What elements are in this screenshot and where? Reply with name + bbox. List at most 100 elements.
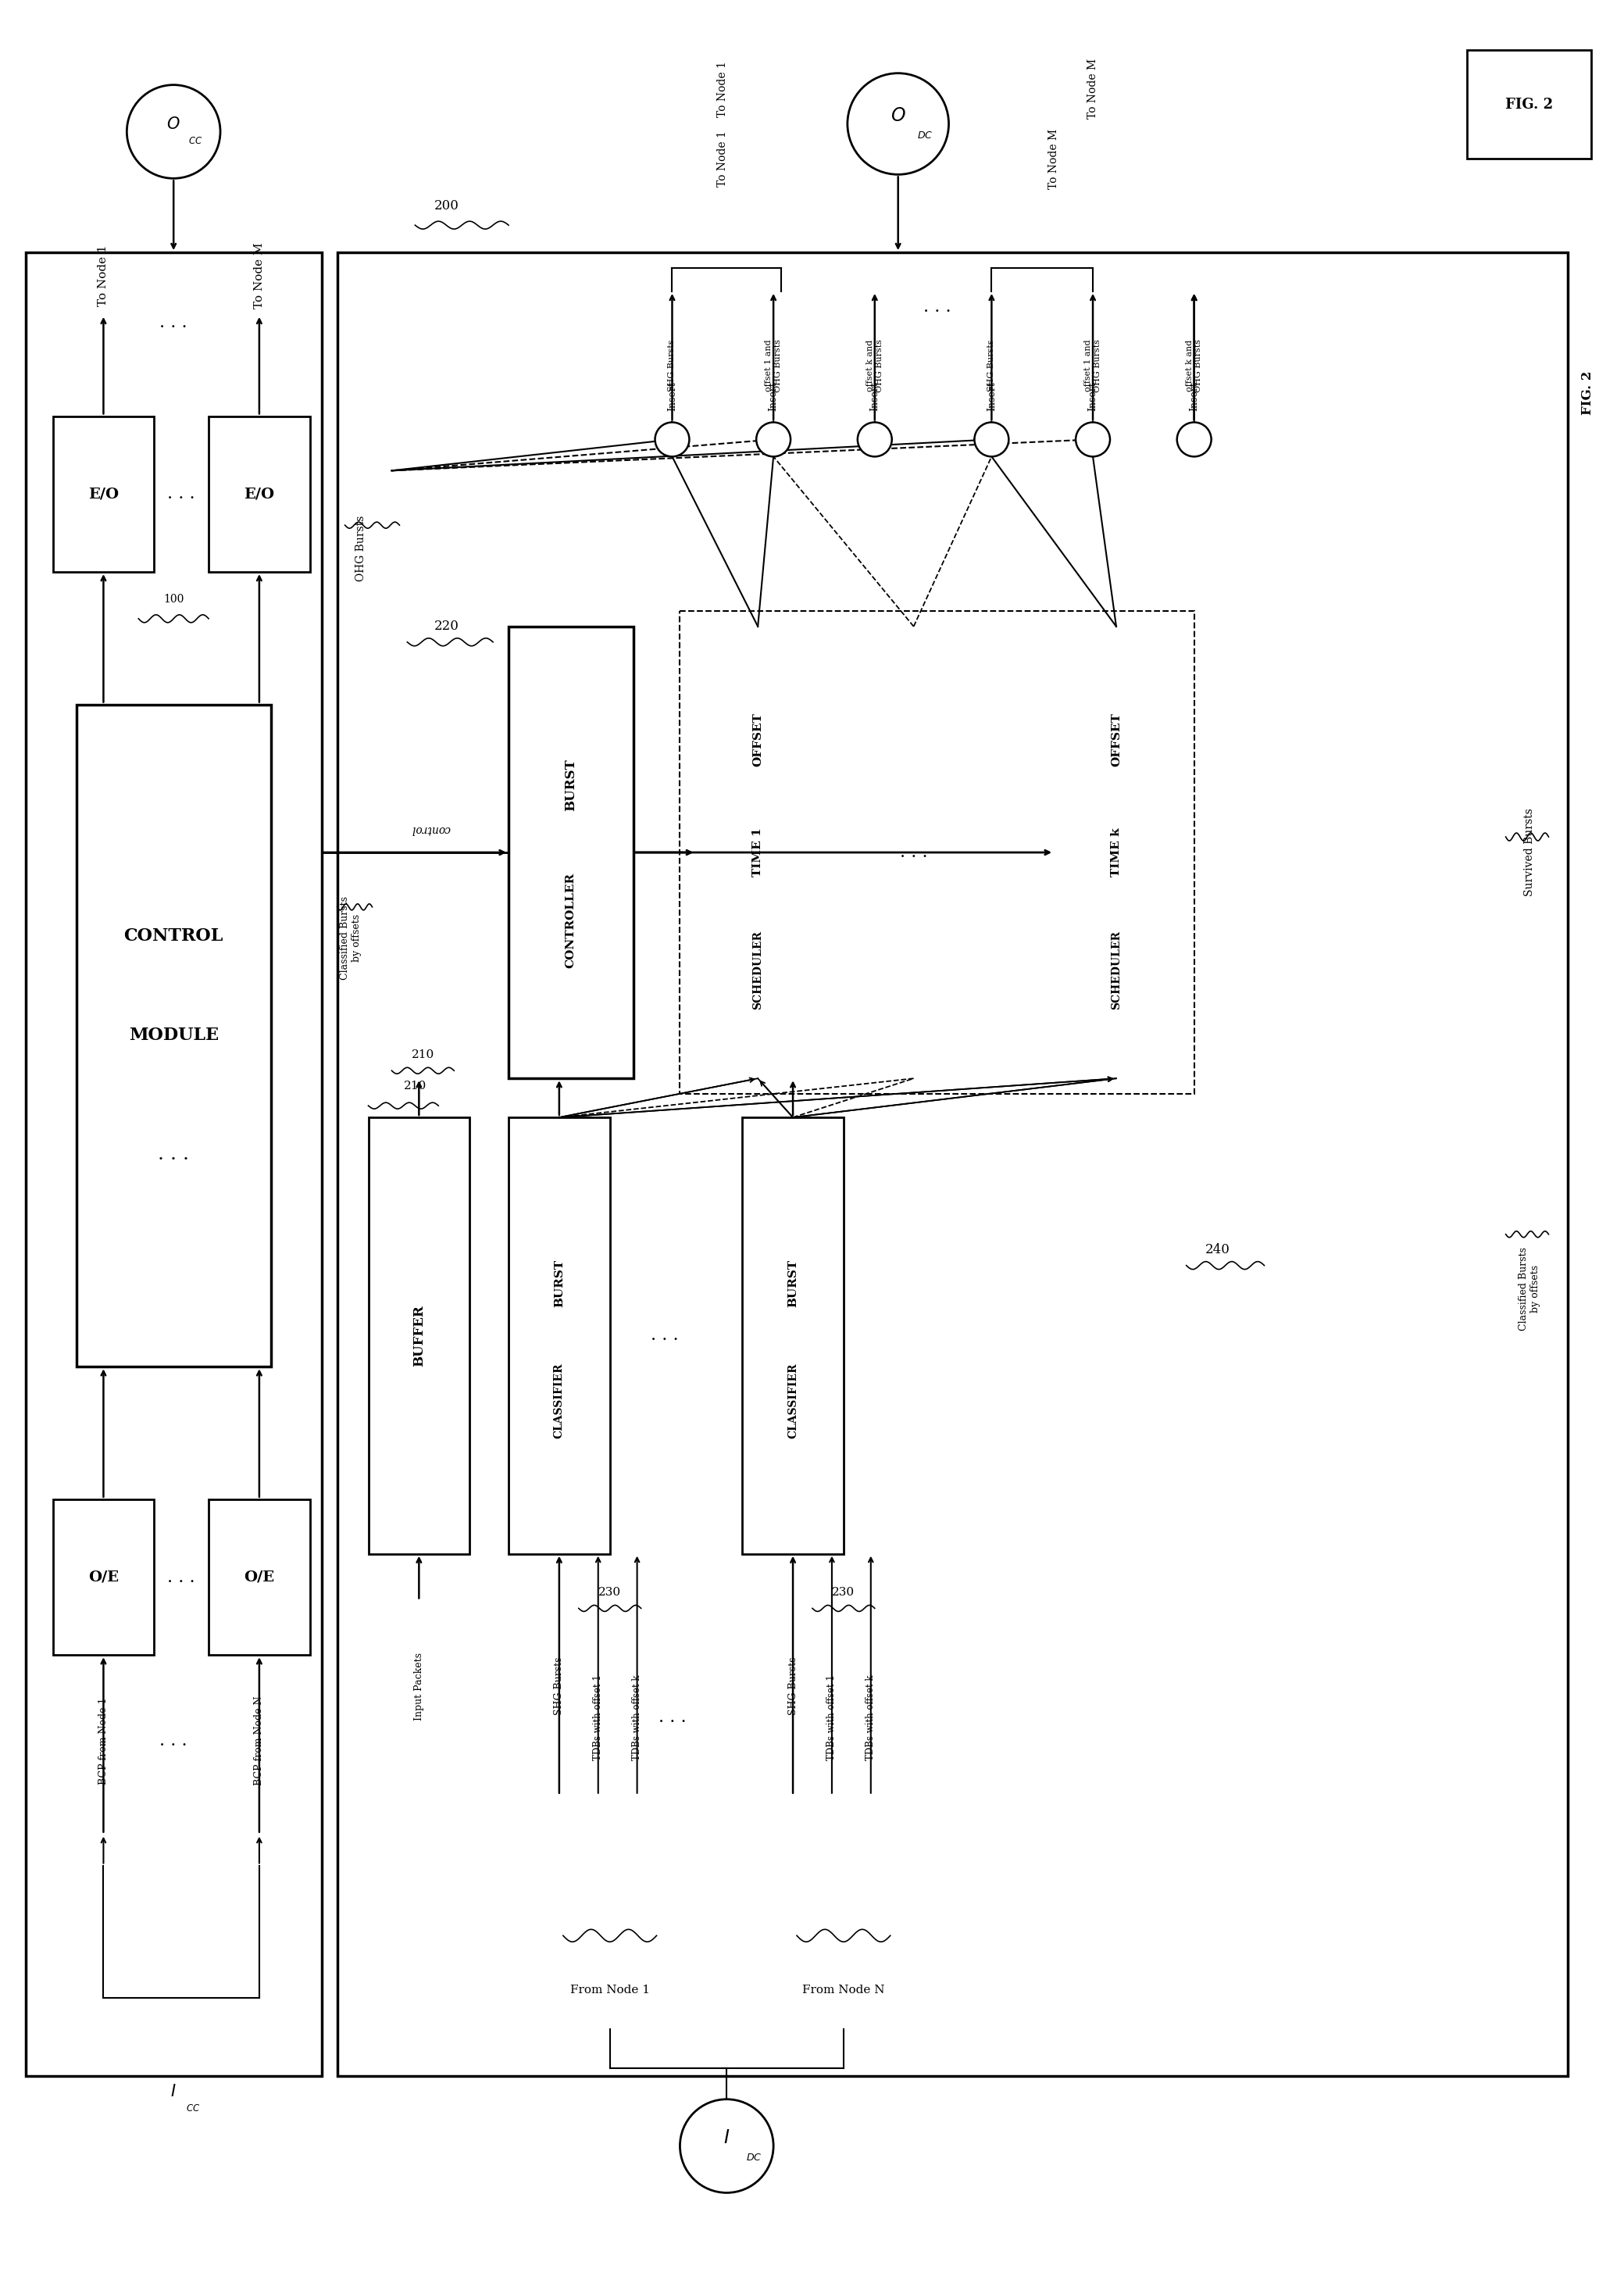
Bar xyxy=(695,626,820,1078)
Text: SCHEDULER: SCHEDULER xyxy=(1111,931,1122,1009)
Text: SCHEDULER: SCHEDULER xyxy=(752,931,763,1009)
Text: OHG Bursts: OHG Bursts xyxy=(356,516,365,580)
Text: CONTROLLER: CONTROLLER xyxy=(565,872,577,968)
Circle shape xyxy=(848,73,948,174)
Bar xyxy=(680,610,1194,1094)
Text: $_{DC}$: $_{DC}$ xyxy=(918,126,934,140)
Text: To Node M: To Node M xyxy=(253,243,265,310)
Text: . . .: . . . xyxy=(159,314,187,330)
Text: Insert: Insert xyxy=(1088,381,1098,411)
Text: . . .: . . . xyxy=(159,1732,187,1750)
Bar xyxy=(338,252,1569,2076)
Text: . . .: . . . xyxy=(651,1326,679,1344)
Text: . . .: . . . xyxy=(658,1709,685,1725)
Text: offset 1 and
OHG Bursts: offset 1 and OHG Bursts xyxy=(765,340,781,392)
Text: offset k and
OHG Bursts: offset k and OHG Bursts xyxy=(866,340,883,392)
Text: BURST: BURST xyxy=(788,1259,799,1308)
Bar xyxy=(54,1500,154,1654)
Text: 240: 240 xyxy=(1205,1243,1229,1257)
Text: CLASSIFIER: CLASSIFIER xyxy=(554,1363,565,1438)
Bar xyxy=(26,252,322,2076)
Text: BCP from Node 1: BCP from Node 1 xyxy=(99,1698,109,1785)
Text: 220: 220 xyxy=(434,619,458,633)
Text: TIME k: TIME k xyxy=(1111,828,1122,876)
Text: TIME 1: TIME 1 xyxy=(752,828,763,876)
Text: O/E: O/E xyxy=(244,1569,274,1585)
Text: Survived Bursts: Survived Bursts xyxy=(1523,807,1535,897)
Text: To Node 1: To Node 1 xyxy=(97,245,109,307)
Bar xyxy=(54,415,154,571)
Text: SHG Bursts: SHG Bursts xyxy=(788,1656,797,1716)
Text: $I$: $I$ xyxy=(723,2129,729,2147)
Text: BUFFER: BUFFER xyxy=(412,1305,425,1367)
Text: SHG Bursts: SHG Bursts xyxy=(554,1656,564,1716)
Text: To Node M: To Node M xyxy=(1088,60,1098,119)
Text: O/E: O/E xyxy=(88,1569,119,1585)
Text: From Node N: From Node N xyxy=(802,1984,885,1996)
Text: CONTROL: CONTROL xyxy=(123,927,224,945)
Text: Insert: Insert xyxy=(667,381,677,411)
Circle shape xyxy=(1177,422,1212,457)
Text: 230: 230 xyxy=(599,1587,622,1599)
Circle shape xyxy=(654,422,689,457)
Text: $I$: $I$ xyxy=(171,2083,177,2099)
Text: FIG. 2: FIG. 2 xyxy=(1580,372,1595,415)
Text: OFFSET: OFFSET xyxy=(1111,713,1122,766)
Text: 210: 210 xyxy=(411,1051,434,1060)
Text: . . .: . . . xyxy=(167,1569,195,1585)
Text: $_{CC}$: $_{CC}$ xyxy=(185,2101,200,2113)
Bar xyxy=(208,1500,310,1654)
Text: . . .: . . . xyxy=(158,1145,188,1163)
Text: TDBs with offset k: TDBs with offset k xyxy=(632,1675,641,1759)
Text: $_{DC}$: $_{DC}$ xyxy=(745,2147,762,2163)
Text: FIG. 2: FIG. 2 xyxy=(1505,96,1553,112)
Circle shape xyxy=(127,85,221,179)
Text: From Node 1: From Node 1 xyxy=(570,1984,650,1996)
Circle shape xyxy=(974,422,1009,457)
Text: Insert: Insert xyxy=(986,381,997,411)
Text: Classified Bursts
by offsets: Classified Bursts by offsets xyxy=(339,897,362,980)
Text: Insert: Insert xyxy=(869,381,880,411)
Circle shape xyxy=(1075,422,1109,457)
Bar xyxy=(76,704,271,1367)
Text: 200: 200 xyxy=(434,200,458,213)
Text: SHG Bursts: SHG Bursts xyxy=(667,340,676,392)
Text: To Node 1: To Node 1 xyxy=(718,131,728,188)
Text: offset k and
OHG Bursts: offset k and OHG Bursts xyxy=(1186,340,1202,392)
Text: MODULE: MODULE xyxy=(128,1028,219,1044)
Text: BURST: BURST xyxy=(564,759,578,810)
Text: TDBs with offset 1: TDBs with offset 1 xyxy=(827,1675,836,1759)
Circle shape xyxy=(857,422,892,457)
Text: E/O: E/O xyxy=(88,486,119,500)
Text: SHG Bursts: SHG Bursts xyxy=(987,340,996,392)
Text: $O$: $O$ xyxy=(167,117,180,131)
Text: Insert: Insert xyxy=(768,381,778,411)
Text: . . .: . . . xyxy=(900,844,927,860)
Text: BURST: BURST xyxy=(554,1259,565,1308)
Text: TDBs with offset 1: TDBs with offset 1 xyxy=(593,1675,603,1759)
Text: BCP from Node N: BCP from Node N xyxy=(255,1695,265,1785)
Bar xyxy=(1054,626,1179,1078)
Circle shape xyxy=(757,422,791,457)
Bar xyxy=(742,1117,843,1553)
Text: . . .: . . . xyxy=(167,486,195,502)
Text: Insert: Insert xyxy=(1189,381,1199,411)
Text: . . .: . . . xyxy=(922,298,952,317)
Text: TDBs with offset k: TDBs with offset k xyxy=(866,1675,875,1759)
Text: To Node M: To Node M xyxy=(1049,128,1059,188)
Text: To Node 1: To Node 1 xyxy=(718,60,728,117)
Text: 230: 230 xyxy=(831,1587,854,1599)
Text: $_{CC}$: $_{CC}$ xyxy=(188,133,203,147)
Bar xyxy=(208,415,310,571)
Bar xyxy=(508,1117,611,1553)
Text: control: control xyxy=(411,824,450,835)
Text: Input Packets: Input Packets xyxy=(414,1652,424,1720)
Text: $O$: $O$ xyxy=(890,108,906,126)
Text: 100: 100 xyxy=(164,594,184,606)
Text: CLASSIFIER: CLASSIFIER xyxy=(788,1363,799,1438)
Circle shape xyxy=(680,2099,773,2193)
Text: OFFSET: OFFSET xyxy=(752,713,763,766)
Text: Classified Bursts
by offsets: Classified Bursts by offsets xyxy=(1518,1248,1540,1331)
Bar xyxy=(1466,50,1592,158)
Text: offset 1 and
OHG Bursts: offset 1 and OHG Bursts xyxy=(1085,340,1101,392)
